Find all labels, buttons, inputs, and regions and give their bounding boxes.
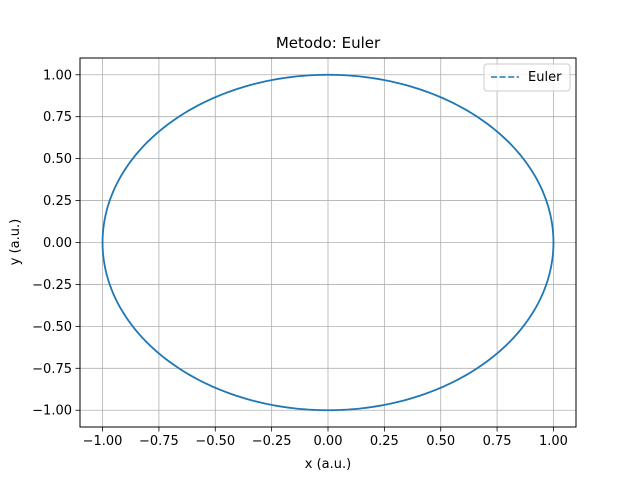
x-tick-label: −0.75 [139, 434, 179, 449]
chart-title: Metodo: Euler [276, 34, 381, 52]
y-axis-label: y (a.u.) [8, 219, 23, 265]
legend: Euler [483, 63, 571, 92]
x-axis-label: x (a.u.) [305, 457, 351, 472]
y-tick-label: 0.25 [43, 194, 72, 209]
legend-box [483, 63, 571, 92]
y-tick-label: −0.50 [32, 320, 72, 335]
y-tick-label: 0.75 [43, 110, 72, 125]
y-tick-label: 1.00 [43, 68, 72, 83]
x-tick-label: −0.25 [252, 434, 292, 449]
y-tick-label: 0.00 [43, 236, 72, 251]
series-line-euler [101, 73, 555, 412]
x-tick-label: −0.50 [195, 434, 235, 449]
y-tick-label: 0.50 [43, 152, 72, 167]
x-tick-label: 0.25 [370, 434, 399, 449]
y-axis-ticks: −1.00 −0.75 −0.50 −0.25 0.00 0.25 0.50 0.75 1.00 [32, 68, 80, 419]
series-layer [101, 73, 555, 412]
x-axis-ticks: −1.00 −0.75 −0.50 −0.25 0.00 0.25 0.50 0.75 1.00 [83, 427, 568, 449]
x-tick-label: 0.00 [314, 434, 343, 449]
y-tick-label: −1.00 [32, 404, 72, 419]
x-tick-label: 0.50 [426, 434, 455, 449]
x-tick-label: −1.00 [83, 434, 123, 449]
y-tick-label: −0.75 [32, 362, 72, 377]
legend-label-euler: Euler [528, 70, 562, 85]
y-tick-label: −0.25 [32, 278, 72, 293]
x-tick-label: 0.75 [483, 434, 512, 449]
x-tick-label: 1.00 [539, 434, 568, 449]
grid [80, 58, 576, 427]
